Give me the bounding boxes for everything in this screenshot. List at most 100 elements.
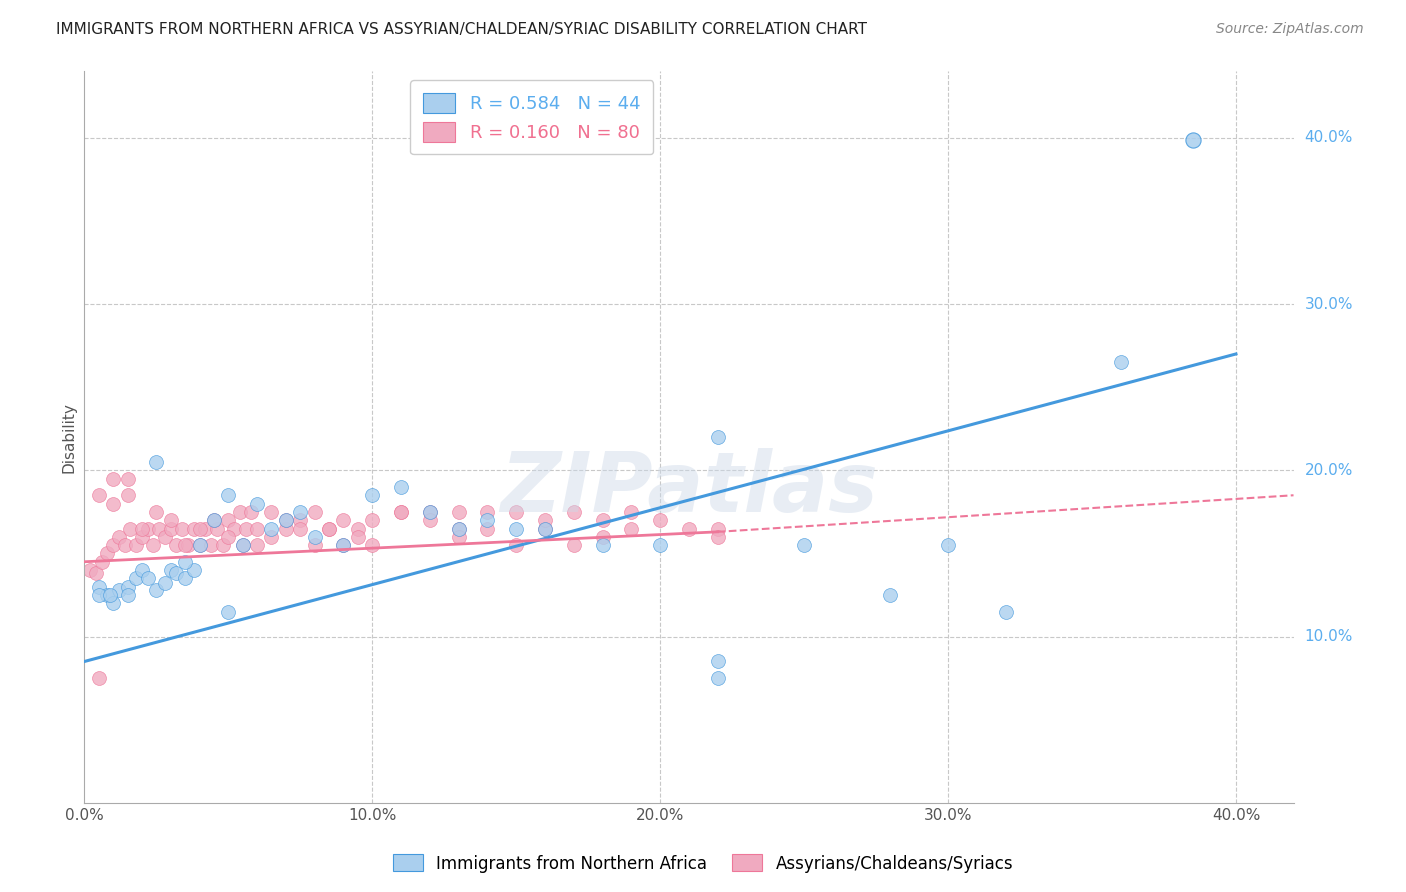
- Point: [101, 596, 124, 610]
- Point: [202, 513, 225, 527]
- Point: [136, 571, 159, 585]
- Point: [232, 538, 254, 552]
- Point: [136, 521, 159, 535]
- Point: [131, 530, 153, 544]
- Text: 30.0%: 30.0%: [1305, 297, 1353, 311]
- Point: [260, 521, 283, 535]
- Point: [153, 530, 176, 544]
- Point: [148, 521, 170, 535]
- Point: [84, 566, 107, 581]
- Point: [232, 538, 254, 552]
- Point: [87, 588, 110, 602]
- Text: IMMIGRANTS FROM NORTHERN AFRICA VS ASSYRIAN/CHALDEAN/SYRIAC DISABILITY CORRELATI: IMMIGRANTS FROM NORTHERN AFRICA VS ASSYR…: [56, 22, 868, 37]
- Point: [347, 521, 370, 535]
- Point: [183, 521, 205, 535]
- Point: [332, 538, 354, 552]
- Point: [145, 582, 167, 597]
- Text: 10.0%: 10.0%: [1305, 629, 1353, 644]
- Point: [145, 505, 167, 519]
- Point: [419, 513, 441, 527]
- Point: [706, 430, 728, 444]
- Text: 40.0%: 40.0%: [1305, 130, 1353, 145]
- Point: [347, 530, 370, 544]
- Point: [117, 472, 139, 486]
- Point: [101, 538, 124, 552]
- Point: [120, 521, 142, 535]
- Point: [304, 505, 326, 519]
- Point: [1109, 355, 1132, 369]
- Point: [200, 538, 222, 552]
- Point: [447, 521, 470, 535]
- Point: [217, 488, 239, 502]
- Point: [361, 538, 384, 552]
- Point: [125, 571, 148, 585]
- Point: [290, 505, 312, 519]
- Point: [87, 671, 110, 685]
- Point: [706, 530, 728, 544]
- Point: [477, 513, 499, 527]
- Point: [159, 563, 181, 577]
- Point: [131, 521, 153, 535]
- Point: [650, 538, 672, 552]
- Point: [101, 472, 124, 486]
- Point: [246, 497, 269, 511]
- Point: [217, 530, 239, 544]
- Point: [142, 538, 165, 552]
- Point: [706, 671, 728, 685]
- Point: [994, 605, 1017, 619]
- Point: [332, 513, 354, 527]
- Point: [166, 566, 188, 581]
- Point: [96, 588, 118, 602]
- Point: [108, 530, 131, 544]
- Point: [361, 513, 384, 527]
- Point: [361, 488, 384, 502]
- Point: [419, 505, 441, 519]
- Point: [108, 582, 131, 597]
- Point: [159, 521, 181, 535]
- Point: [145, 455, 167, 469]
- Point: [166, 538, 188, 552]
- Point: [217, 605, 239, 619]
- Point: [235, 521, 257, 535]
- Point: [389, 480, 412, 494]
- Point: [101, 497, 124, 511]
- Point: [290, 513, 312, 527]
- Point: [125, 538, 148, 552]
- Point: [318, 521, 340, 535]
- Point: [114, 538, 136, 552]
- Point: [592, 538, 614, 552]
- Point: [562, 538, 585, 552]
- Point: [332, 538, 354, 552]
- Text: ZIPatlas: ZIPatlas: [501, 448, 877, 529]
- Point: [172, 521, 194, 535]
- Point: [188, 538, 211, 552]
- Point: [274, 521, 297, 535]
- Point: [98, 588, 121, 602]
- Point: [592, 513, 614, 527]
- Point: [274, 513, 297, 527]
- Point: [229, 505, 252, 519]
- Point: [304, 530, 326, 544]
- Point: [194, 521, 217, 535]
- Legend: R = 0.584   N = 44, R = 0.160   N = 80: R = 0.584 N = 44, R = 0.160 N = 80: [411, 80, 654, 154]
- Point: [260, 530, 283, 544]
- Point: [183, 563, 205, 577]
- Point: [188, 538, 211, 552]
- Point: [87, 580, 110, 594]
- Point: [389, 505, 412, 519]
- Point: [217, 513, 239, 527]
- Point: [793, 538, 815, 552]
- Point: [505, 538, 527, 552]
- Point: [447, 530, 470, 544]
- Point: [202, 513, 225, 527]
- Point: [879, 588, 901, 602]
- Point: [505, 505, 527, 519]
- Point: [153, 576, 176, 591]
- Point: [260, 505, 283, 519]
- Text: 20.0%: 20.0%: [1305, 463, 1353, 478]
- Point: [592, 530, 614, 544]
- Point: [706, 521, 728, 535]
- Point: [1181, 132, 1204, 146]
- Point: [205, 521, 228, 535]
- Point: [274, 513, 297, 527]
